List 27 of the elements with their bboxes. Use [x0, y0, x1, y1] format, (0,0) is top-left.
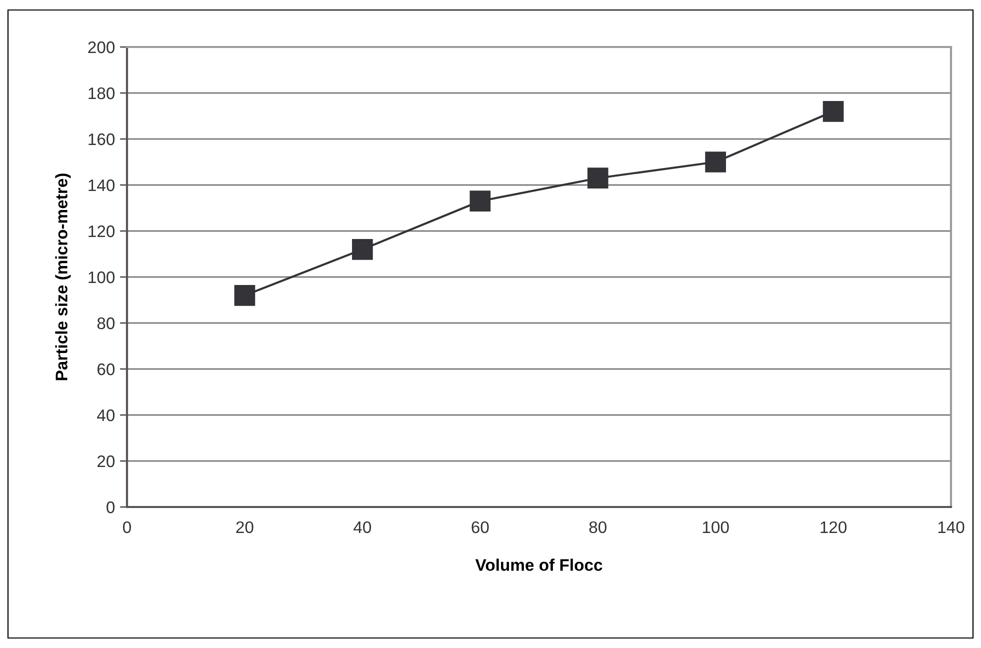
y-tick-label: 20 — [97, 455, 115, 468]
y-tick-label: 120 — [88, 225, 115, 238]
y-tick-label: 100 — [88, 271, 115, 284]
x-tick-label: 100 — [702, 521, 729, 534]
point — [705, 152, 726, 172]
x-axis-title: Volume of Flocc — [475, 558, 602, 571]
y-tick-label: 200 — [88, 41, 115, 54]
point — [587, 168, 608, 189]
x-tick-label: 140 — [938, 521, 964, 534]
x-tick-label: 0 — [123, 521, 131, 534]
x-tick-label: 120 — [820, 521, 847, 534]
x-tick-label: 20 — [236, 521, 254, 534]
point — [352, 238, 373, 260]
y-tick-label: 0 — [106, 501, 115, 514]
y-tick-label: 140 — [88, 179, 115, 192]
point — [234, 284, 256, 306]
y-tick-label: 160 — [88, 133, 115, 146]
point — [470, 190, 491, 212]
y-axis-title: Particle size (micro-metre) — [55, 174, 71, 380]
y-tick-label: 80 — [97, 317, 115, 330]
x-tick-label: 60 — [472, 521, 489, 534]
y-tick-label: 60 — [98, 363, 115, 376]
x-tick-label: 40 — [354, 521, 372, 534]
point — [822, 100, 844, 122]
x-tick-label: 80 — [589, 521, 606, 534]
y-tick-label: 180 — [88, 87, 115, 100]
y-tick-label: 40 — [97, 409, 115, 422]
